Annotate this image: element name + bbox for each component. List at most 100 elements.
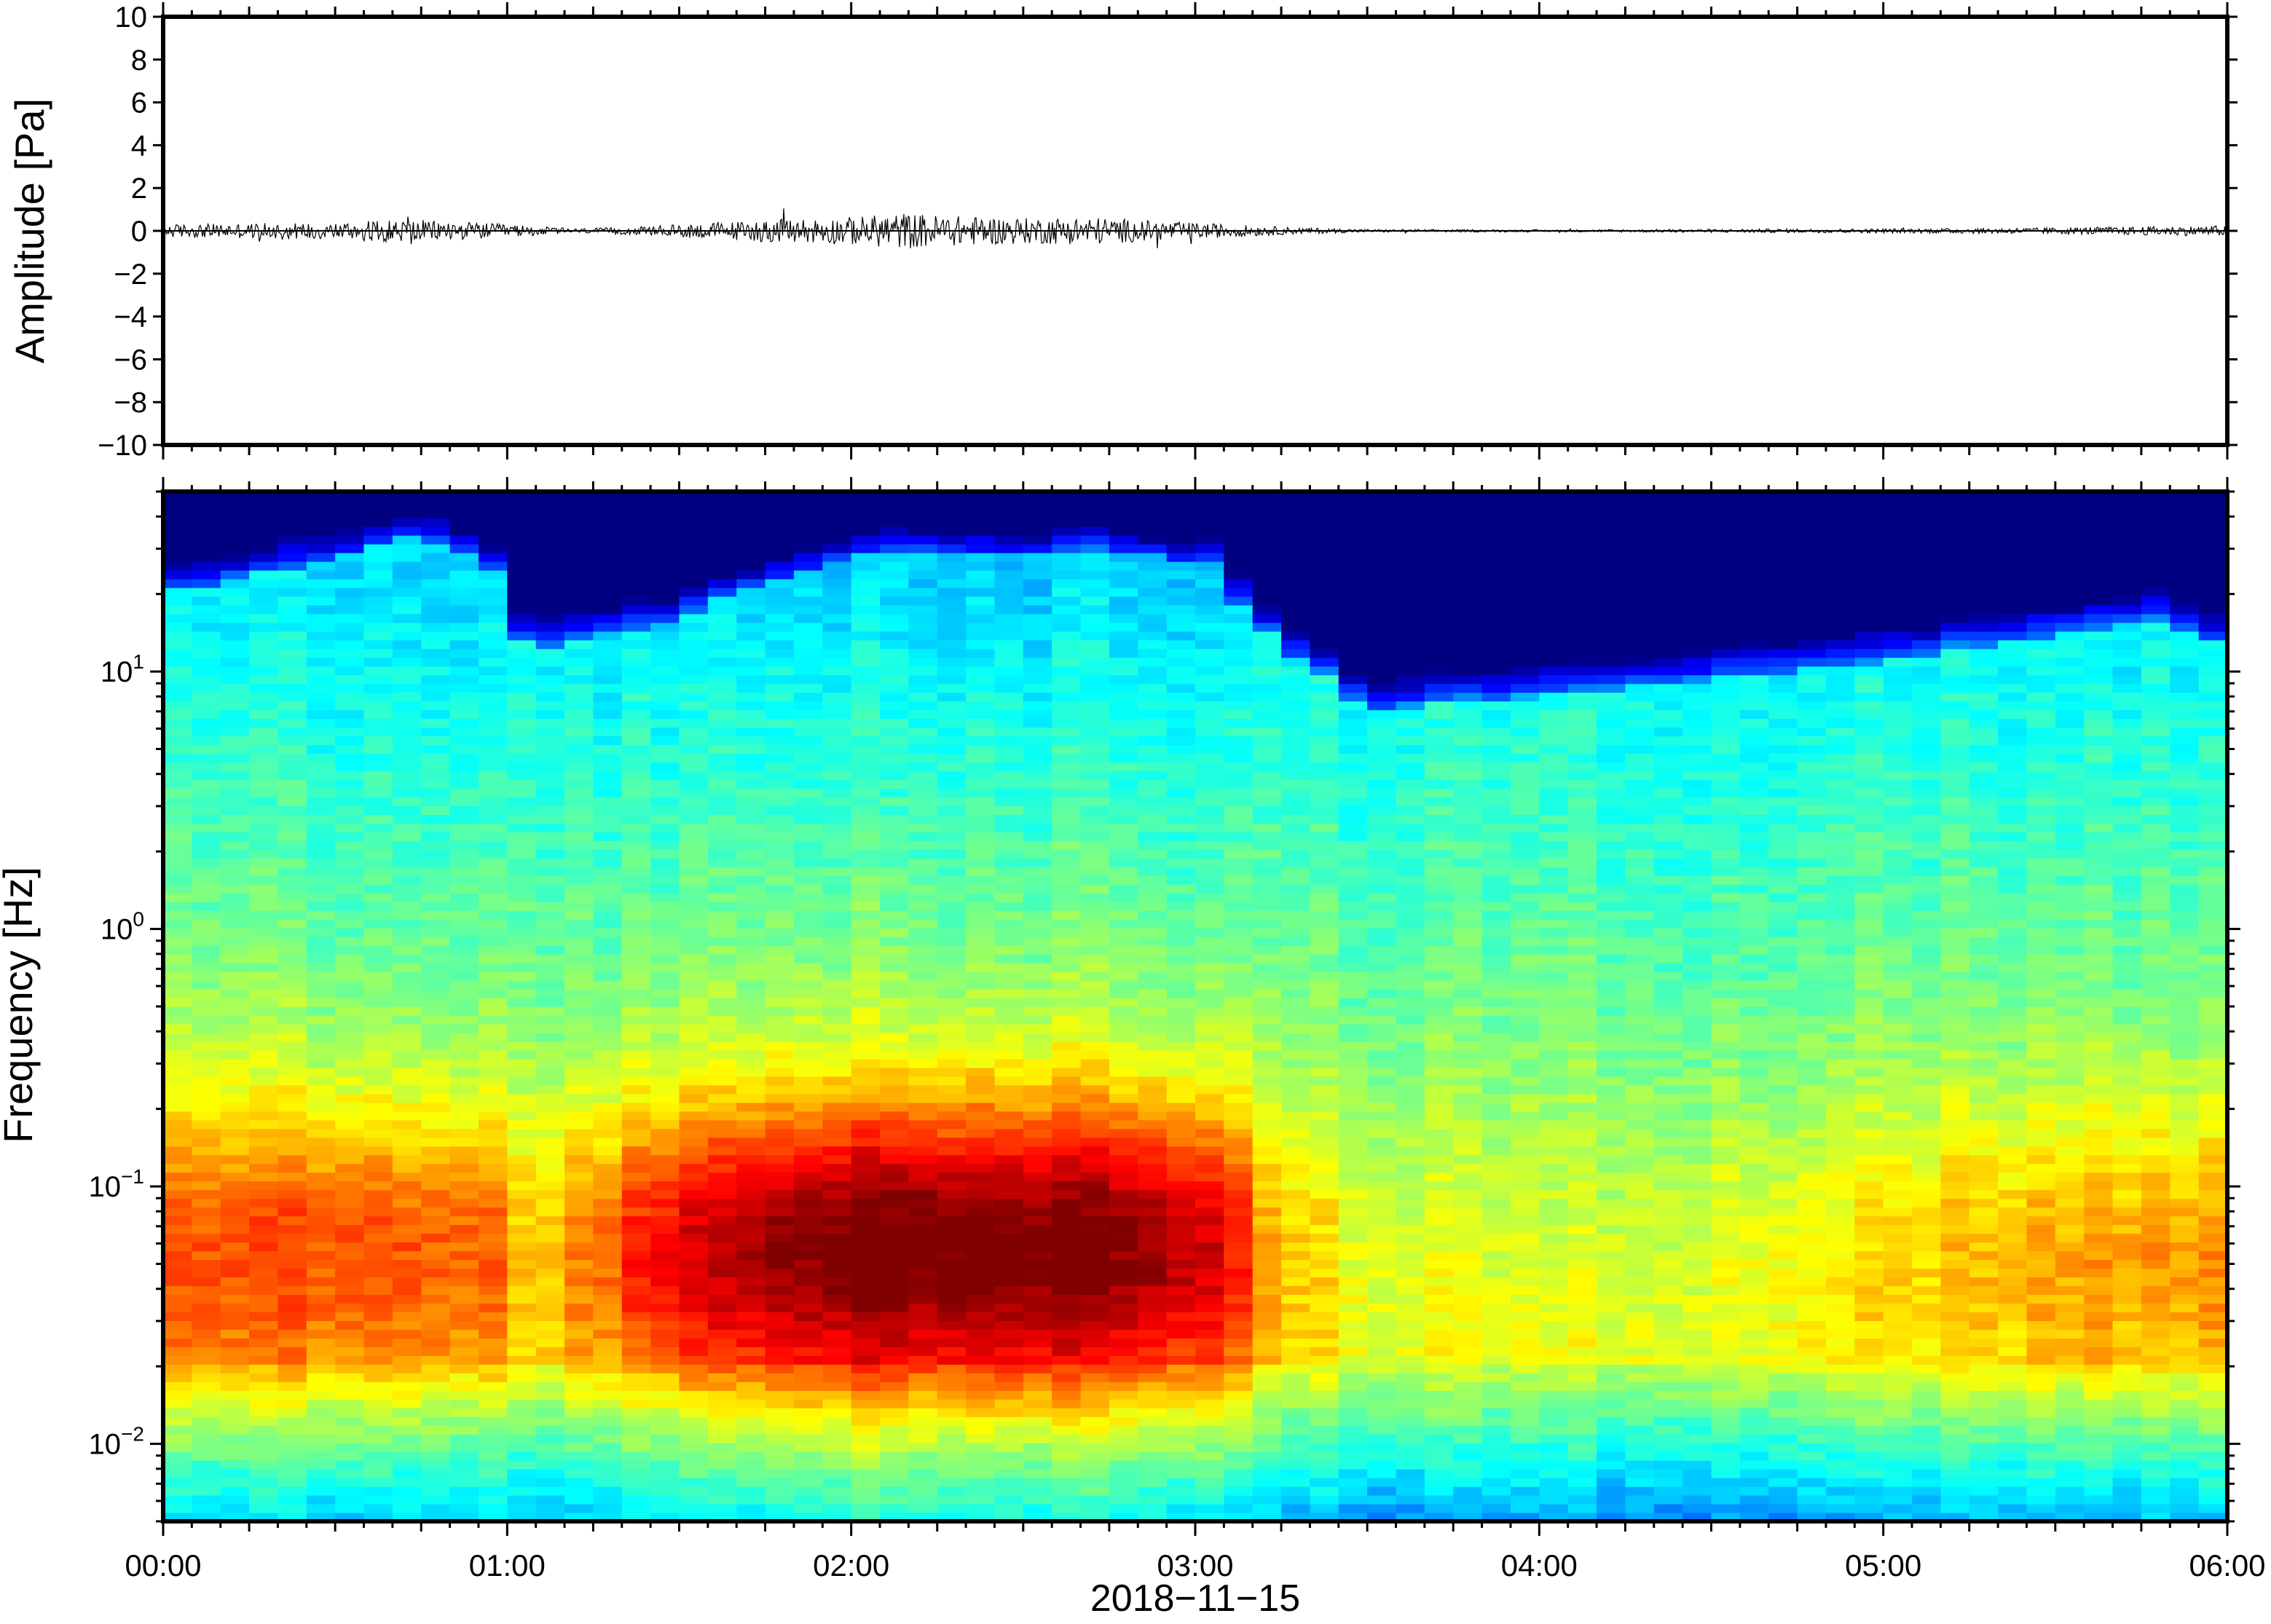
spectrogram-cell xyxy=(278,875,307,885)
spectrogram-cell xyxy=(421,631,451,641)
spectrogram-cell xyxy=(220,980,250,990)
spectrogram-cell xyxy=(1166,1146,1196,1156)
spectrogram-cell xyxy=(163,543,192,553)
spectrogram-cell xyxy=(621,1416,651,1426)
spectrogram-cell xyxy=(449,884,479,894)
spectrogram-cell xyxy=(478,1093,508,1103)
spectrogram-cell xyxy=(192,1084,221,1095)
spectrogram-cell xyxy=(478,1146,508,1156)
spectrogram-cell xyxy=(851,1513,881,1521)
spectrogram-cell xyxy=(392,1268,422,1278)
spectrogram-cell xyxy=(1166,1233,1196,1243)
spectrogram-cell xyxy=(1281,998,1311,1007)
spectrogram-cell xyxy=(765,1128,795,1138)
spectrogram-cell xyxy=(1252,945,1282,955)
spectrogram-cell xyxy=(421,1093,451,1103)
spectrogram-cell xyxy=(1166,971,1196,981)
spectrogram-cell xyxy=(1023,1111,1052,1121)
spectrogram-cell xyxy=(1080,823,1110,832)
spectrogram-cell xyxy=(822,578,852,588)
spectrogram-cell xyxy=(822,1014,852,1025)
spectrogram-cell xyxy=(1166,674,1196,685)
spectrogram-cell xyxy=(421,971,451,981)
spectrogram-cell xyxy=(335,971,365,981)
spectrogram-cell xyxy=(937,666,967,676)
spectrogram-cell xyxy=(507,1303,537,1312)
spectrogram-cell xyxy=(880,779,909,789)
spectrogram-cell xyxy=(1224,1233,1253,1243)
spectrogram-cell xyxy=(1310,945,1339,955)
spectrogram-cell xyxy=(1109,1504,1138,1513)
spectrogram-cell xyxy=(1138,928,1168,937)
spectrogram-cell xyxy=(736,1076,766,1086)
spectrogram-cell xyxy=(564,1242,594,1252)
spectrogram-cell xyxy=(765,902,795,911)
spectrogram-cell xyxy=(335,1154,365,1164)
spectrogram-cell xyxy=(421,1242,451,1252)
spectrogram-cell xyxy=(1195,779,1224,789)
spectrogram-cell xyxy=(880,954,909,963)
spectrogram-cell xyxy=(306,893,336,902)
spectrogram-cell xyxy=(908,858,938,867)
spectrogram-cell xyxy=(1166,1198,1196,1208)
spectrogram-cell xyxy=(220,823,250,832)
spectrogram-cell xyxy=(1252,779,1282,789)
spectrogram-cell xyxy=(421,753,451,763)
spectrogram-cell xyxy=(937,1111,967,1121)
spectrogram-cell xyxy=(937,814,967,824)
spectrogram-cell xyxy=(1224,552,1253,562)
spectrogram-cell xyxy=(278,674,307,685)
spectrogram-cell xyxy=(1080,1381,1110,1391)
spectrogram-cell xyxy=(306,508,336,519)
spectrogram-cell xyxy=(707,1513,737,1521)
spectrogram-cell xyxy=(593,1486,623,1496)
spectrogram-cell xyxy=(363,823,393,832)
spectrogram-cell xyxy=(363,1137,393,1147)
spectrogram-cell xyxy=(1310,1294,1339,1304)
spectrogram-cell xyxy=(363,1277,393,1287)
spectrogram-cell xyxy=(1281,971,1311,981)
spectrogram-cell xyxy=(478,613,508,623)
spectrogram-cell xyxy=(1080,1207,1110,1217)
spectrogram-cell xyxy=(707,692,737,702)
spectrogram-cell xyxy=(1138,1023,1168,1033)
spectrogram-cell xyxy=(1023,596,1052,606)
spectrogram-cell xyxy=(1195,1067,1224,1077)
spectrogram-cell xyxy=(306,1067,336,1077)
spectrogram-cell xyxy=(449,1443,479,1452)
spectrogram-cell xyxy=(1281,902,1311,911)
spectrogram-cell xyxy=(1224,1067,1253,1077)
spectrogram-cell xyxy=(1080,596,1110,606)
spectrogram-cell xyxy=(306,744,336,754)
spectrogram-cell xyxy=(278,884,307,894)
spectrogram-cell xyxy=(822,1495,852,1505)
spectrogram-cell xyxy=(1252,849,1282,859)
spectrogram-cell xyxy=(880,1102,909,1112)
spectrogram-cell xyxy=(192,1067,221,1077)
spectrogram-cell xyxy=(306,910,336,920)
spectrogram-cell xyxy=(1281,1093,1311,1103)
spectrogram-cell xyxy=(736,1163,766,1173)
spectrogram-cell xyxy=(822,1460,852,1470)
spectrogram-cell xyxy=(1195,1312,1224,1321)
spectrogram-cell xyxy=(163,867,192,876)
spectrogram-cell xyxy=(564,928,594,937)
spectrogram-cell xyxy=(163,1198,192,1208)
spectrogram-cell xyxy=(478,1224,508,1234)
spectrogram-cell xyxy=(278,552,307,562)
spectrogram-cell xyxy=(421,604,451,615)
spectrogram-cell xyxy=(335,980,365,990)
spectrogram-cell xyxy=(220,1006,250,1016)
spectrogram-cell xyxy=(449,1259,479,1269)
spectrogram-cell xyxy=(736,1294,766,1304)
spectrogram-cell xyxy=(994,840,1024,850)
spectrogram-cell xyxy=(249,928,279,937)
spectrogram-cell xyxy=(707,657,737,667)
spectrogram-cell xyxy=(478,963,508,972)
spectrogram-cell xyxy=(593,1198,623,1208)
spectrogram-cell xyxy=(908,1006,938,1016)
spectrogram-cell xyxy=(1166,1338,1196,1347)
spectrogram-cell xyxy=(306,639,336,650)
spectrogram-cell xyxy=(192,1119,221,1130)
spectrogram-cell xyxy=(449,1320,479,1330)
